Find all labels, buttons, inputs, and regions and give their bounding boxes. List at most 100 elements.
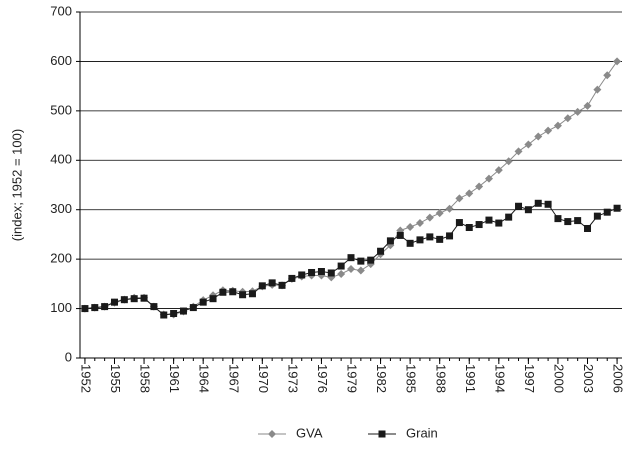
legend-marker bbox=[378, 430, 386, 438]
data-point bbox=[435, 209, 444, 218]
x-tick-label: 1991 bbox=[463, 364, 478, 393]
data-point bbox=[356, 266, 365, 275]
legend-marker bbox=[268, 430, 276, 438]
data-point bbox=[406, 223, 415, 232]
data-point bbox=[495, 219, 503, 227]
data-point bbox=[524, 140, 533, 149]
data-point bbox=[179, 307, 187, 315]
data-point bbox=[613, 57, 622, 66]
data-point bbox=[337, 262, 345, 270]
data-point bbox=[258, 282, 266, 290]
data-point bbox=[505, 213, 513, 221]
x-tick-label: 1973 bbox=[285, 364, 300, 393]
data-point bbox=[534, 132, 543, 141]
data-point bbox=[465, 224, 473, 232]
data-point bbox=[436, 235, 444, 243]
data-point bbox=[593, 212, 601, 220]
y-tick-label: 700 bbox=[50, 3, 72, 18]
data-point bbox=[515, 202, 523, 210]
data-point bbox=[150, 303, 158, 311]
y-tick-label: 600 bbox=[50, 53, 72, 68]
y-tick-label: 500 bbox=[50, 102, 72, 117]
series-line bbox=[84, 61, 618, 316]
x-tick-label: 2000 bbox=[552, 364, 567, 393]
x-tick-label: 1967 bbox=[226, 364, 241, 393]
data-point bbox=[416, 236, 424, 244]
y-tick-label: 300 bbox=[50, 201, 72, 216]
x-tick-label: 1958 bbox=[138, 364, 153, 393]
data-point bbox=[524, 206, 532, 214]
data-point bbox=[337, 269, 346, 278]
y-tick-label: 200 bbox=[50, 251, 72, 266]
data-point bbox=[239, 291, 247, 299]
data-point bbox=[455, 219, 463, 227]
x-tick-label: 1970 bbox=[256, 364, 271, 393]
data-point bbox=[140, 294, 148, 302]
x-tick-label: 1985 bbox=[404, 364, 419, 393]
data-point bbox=[268, 279, 276, 287]
data-point bbox=[553, 121, 562, 130]
data-point bbox=[574, 217, 582, 225]
data-point bbox=[357, 257, 365, 265]
data-point bbox=[465, 189, 474, 198]
data-point bbox=[160, 311, 168, 319]
data-point bbox=[446, 232, 454, 240]
data-point bbox=[229, 288, 237, 296]
data-point bbox=[91, 304, 99, 312]
y-tick-label: 400 bbox=[50, 152, 72, 167]
data-point bbox=[81, 305, 89, 313]
data-point bbox=[396, 231, 404, 239]
data-point bbox=[484, 174, 493, 183]
data-point bbox=[327, 269, 335, 277]
data-point bbox=[475, 221, 483, 229]
x-tick-label: 1979 bbox=[345, 364, 360, 393]
data-point bbox=[278, 281, 286, 289]
data-point bbox=[603, 208, 611, 216]
data-point bbox=[564, 218, 572, 226]
data-point bbox=[347, 265, 355, 274]
data-point bbox=[494, 166, 503, 175]
data-point bbox=[544, 200, 552, 208]
data-point bbox=[426, 233, 434, 241]
x-tick-label: 2003 bbox=[581, 364, 596, 393]
x-tick-label: 1994 bbox=[492, 364, 507, 393]
legend-label: Grain bbox=[406, 425, 438, 440]
data-point bbox=[603, 71, 612, 80]
data-point bbox=[308, 268, 316, 276]
data-point bbox=[367, 256, 375, 264]
data-point bbox=[170, 310, 178, 318]
data-point bbox=[248, 290, 256, 298]
y-tick-label: 0 bbox=[65, 349, 72, 364]
data-point bbox=[514, 147, 523, 156]
data-point bbox=[386, 237, 394, 245]
data-point bbox=[425, 213, 434, 222]
x-tick-label: 1952 bbox=[78, 364, 93, 393]
data-point bbox=[573, 107, 582, 116]
data-point bbox=[455, 194, 464, 203]
data-point bbox=[584, 224, 592, 232]
x-tick-label: 1976 bbox=[315, 364, 330, 393]
data-point bbox=[189, 304, 197, 312]
data-point bbox=[120, 296, 128, 304]
data-point bbox=[475, 182, 484, 191]
data-point bbox=[219, 288, 227, 296]
x-tick-label: 1955 bbox=[108, 364, 123, 393]
x-tick-label: 1964 bbox=[197, 364, 212, 393]
data-point bbox=[544, 126, 553, 135]
x-tick-label: 1961 bbox=[167, 364, 182, 393]
data-point bbox=[377, 247, 385, 255]
data-point bbox=[445, 204, 454, 213]
data-point bbox=[288, 274, 296, 282]
data-point bbox=[534, 199, 542, 207]
data-point bbox=[317, 268, 325, 275]
legend-label: GVA bbox=[296, 425, 323, 440]
x-tick-label: 1988 bbox=[433, 364, 448, 393]
data-point bbox=[130, 295, 138, 303]
data-point bbox=[415, 219, 424, 228]
x-tick-label: 1982 bbox=[374, 364, 389, 393]
data-point bbox=[554, 215, 562, 223]
data-point bbox=[613, 204, 621, 212]
data-point bbox=[583, 101, 592, 110]
x-tick-label: 2006 bbox=[611, 364, 626, 393]
data-point bbox=[101, 303, 109, 311]
